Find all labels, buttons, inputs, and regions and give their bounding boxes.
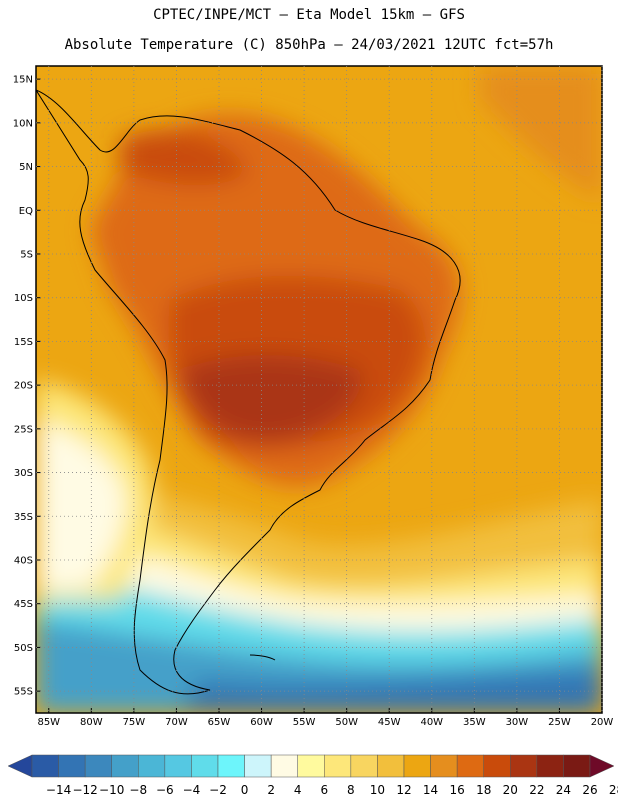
lat-tick-label: 15N — [13, 75, 33, 86]
colorbar-label: 26 — [582, 783, 597, 797]
colorbar-label: 6 — [320, 783, 328, 797]
colorbar-swatch — [270, 754, 298, 778]
lat-tick-label: 35S — [14, 512, 33, 523]
lat-tick-label: 5S — [20, 249, 33, 260]
colorbar-swatch — [563, 754, 591, 778]
colorbar-label: 22 — [529, 783, 544, 797]
colorbar-label: 0 — [241, 783, 249, 797]
lat-tick-label: 15S — [14, 337, 33, 348]
lat-tick-label: 25S — [14, 424, 33, 435]
colorbar-swatch — [138, 754, 166, 778]
colorbar-label: 16 — [450, 783, 465, 797]
lon-tick-label: 20W — [591, 717, 614, 728]
colorbar-swatch — [324, 754, 352, 778]
colorbar-swatch — [164, 754, 192, 778]
colorbar-label: −10 — [99, 783, 124, 797]
colorbar-label: −14 — [46, 783, 71, 797]
colorbar-label: 2 — [267, 783, 275, 797]
colorbar-label: 10 — [370, 783, 385, 797]
lat-tick-label: EQ — [19, 206, 33, 217]
colorbar-label: 14 — [423, 783, 438, 797]
colorbar-swatch — [403, 754, 431, 778]
lat-tick-label: 55S — [14, 687, 33, 698]
colorbar-swatch — [111, 754, 139, 778]
colorbar-label: −4 — [183, 783, 201, 797]
lon-tick-label: 30W — [506, 717, 529, 728]
colorbar-swatch — [350, 754, 378, 778]
lat-tick-label: 10N — [13, 118, 33, 129]
colorbar-swatch — [217, 754, 245, 778]
lon-tick-label: 70W — [165, 717, 188, 728]
colorbar-label: −6 — [156, 783, 174, 797]
colorbar-label: −2 — [209, 783, 227, 797]
colorbar-label: 4 — [294, 783, 302, 797]
colorbar-swatch — [297, 754, 325, 778]
colorbar-label: 18 — [476, 783, 491, 797]
lat-tick-label: 45S — [14, 599, 33, 610]
lon-tick-label: 35W — [463, 717, 486, 728]
lon-tick-label: 75W — [123, 717, 146, 728]
lon-tick-label: 60W — [250, 717, 273, 728]
lon-tick-label: 25W — [548, 717, 571, 728]
colorbar-label: 8 — [347, 783, 355, 797]
colorbar-label: 24 — [556, 783, 571, 797]
colorbar-label: −12 — [72, 783, 97, 797]
longitude-axis: 85W 80W 75W 70W 65W 60W 55W 50W 45W 40W 35W 30W 25W 2… — [37, 708, 613, 728]
lon-tick-label: 55W — [293, 717, 316, 728]
temperature-colorbar: −14 −12 −10 −8 −6 −4 −2 0 2 4 6 8 10 12 14 16 18 20 22 24 26… — [7, 754, 618, 797]
colorbar-label: 12 — [396, 783, 411, 797]
lat-tick-label: 50S — [14, 643, 33, 654]
colorbar-label: 28 — [609, 783, 618, 797]
colorbar-swatch — [377, 754, 405, 778]
lat-tick-label: 40S — [14, 555, 33, 566]
map-title-line1: CPTEC/INPE/MCT – Eta Model 15km – GFS — [153, 7, 465, 23]
colorbar-label: 20 — [503, 783, 518, 797]
colorbar-swatch — [84, 754, 112, 778]
lon-tick-label: 85W — [37, 717, 60, 728]
colorbar-swatch — [456, 754, 484, 778]
colorbar-swatch — [510, 754, 538, 778]
colorbar-swatch — [31, 754, 59, 778]
map-title-line2: Absolute Temperature (C) 850hPa – 24/03/… — [64, 37, 554, 53]
coastline — [36, 89, 461, 695]
lat-tick-label: 5N — [19, 162, 33, 173]
colorbar-label: −8 — [129, 783, 147, 797]
lat-tick-label: 10S — [14, 293, 33, 304]
lon-tick-label: 50W — [335, 717, 358, 728]
colorbar-max-triangle — [589, 754, 615, 778]
colorbar-swatch — [483, 754, 511, 778]
colorbar-swatch — [536, 754, 564, 778]
colorbar-swatch — [191, 754, 219, 778]
lat-tick-label: 20S — [14, 381, 33, 392]
lon-tick-label: 45W — [378, 717, 401, 728]
map-frame — [35, 65, 603, 714]
colorbar-swatch — [58, 754, 86, 778]
lon-tick-label: 65W — [208, 717, 231, 728]
lon-tick-label: 80W — [80, 717, 103, 728]
colorbar-swatch — [430, 754, 458, 778]
lon-tick-label: 40W — [420, 717, 443, 728]
temperature-field — [36, 66, 602, 713]
colorbar-min-triangle — [7, 754, 33, 778]
lat-tick-label: 30S — [14, 468, 33, 479]
colorbar-swatch — [244, 754, 272, 778]
